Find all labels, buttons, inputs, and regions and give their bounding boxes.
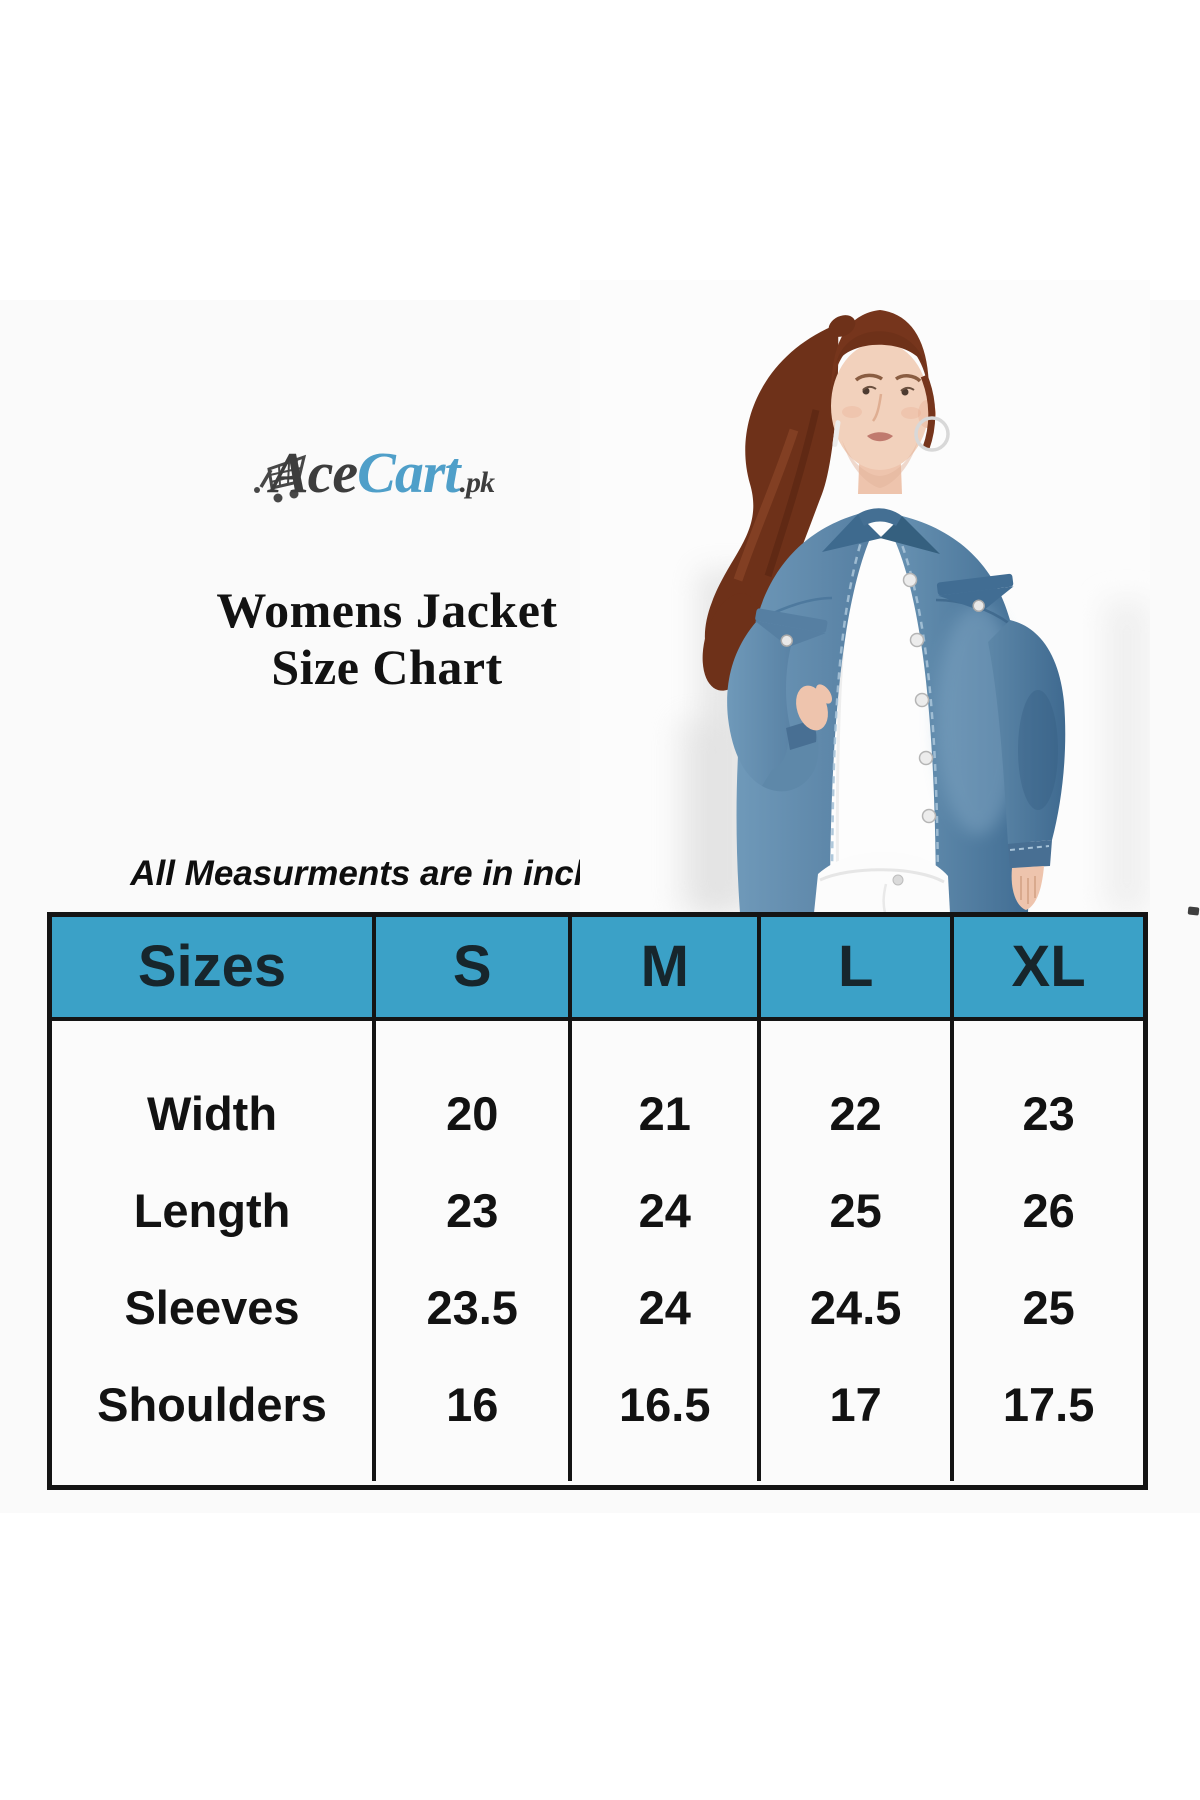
- size-chart-body: Width Length Sleeves Shoulders 20 23 23.…: [52, 1021, 1143, 1481]
- cell-sleeves-xl: 25: [1022, 1281, 1075, 1334]
- cell-sleeves-m: 24: [638, 1281, 691, 1334]
- cell-width-m: 21: [638, 1087, 691, 1140]
- header-cell-l: L: [761, 917, 955, 1017]
- cell-length-s: 23: [446, 1184, 499, 1237]
- column-s: 20 23 23.5 16: [376, 1021, 573, 1481]
- brand-domain: .pk: [459, 466, 495, 499]
- cell-width-l: 22: [829, 1087, 882, 1140]
- column-m: 21 24 24 16.5: [572, 1021, 762, 1481]
- brand-suffix: Cart: [357, 440, 460, 505]
- edge-artifact-dash: [1187, 906, 1200, 916]
- page-title-line-2: Size Chart: [271, 639, 503, 695]
- cell-sleeves-l: 24.5: [809, 1281, 902, 1334]
- model-photo: [580, 280, 1150, 913]
- measurement-units-note: All Measurments are in inches.: [130, 854, 644, 893]
- header-cell-xl: XL: [1011, 933, 1086, 999]
- labels-column: Width Length Sleeves Shoulders: [52, 1021, 377, 1481]
- page-title: Womens Jacket Size Chart: [45, 582, 729, 696]
- cell-shoulders-l: 17: [829, 1378, 882, 1431]
- row-label-width: Width: [146, 1087, 278, 1140]
- cell-shoulders-m: 16.5: [619, 1378, 711, 1431]
- size-chart-header-row: Sizes S M L XL: [52, 917, 1143, 1021]
- header-cell-sizes: Sizes: [52, 917, 377, 1017]
- header-cell-s: S: [376, 917, 573, 1017]
- brand-wordmark: AceCart.pk: [270, 438, 495, 518]
- column-xl: 23 26 25 17.5: [954, 1021, 1143, 1481]
- cell-sleeves-s: 23.5: [426, 1281, 518, 1334]
- size-chart-table: Sizes S M L XL Width Length Sleeves Shou…: [47, 912, 1148, 1490]
- page-title-line-1: Womens Jacket: [216, 582, 558, 638]
- column-l: 22 25 24.5 17: [761, 1021, 955, 1481]
- cell-length-m: 24: [638, 1184, 691, 1237]
- shopping-cart-icon: [254, 454, 307, 503]
- header-cell-m: M: [572, 917, 762, 1017]
- cell-length-l: 25: [829, 1184, 882, 1237]
- cell-width-xl: 23: [1022, 1087, 1075, 1140]
- row-label-shoulders: Shoulders: [97, 1378, 327, 1431]
- brand-prefix: Ace: [270, 440, 358, 505]
- cell-shoulders-s: 16: [446, 1378, 499, 1431]
- hoop-earring: [914, 416, 950, 452]
- row-label-sleeves: Sleeves: [124, 1281, 300, 1334]
- cell-width-s: 20: [446, 1087, 499, 1140]
- cell-length-xl: 26: [1022, 1184, 1075, 1237]
- row-label-length: Length: [133, 1184, 291, 1237]
- cell-shoulders-xl: 17.5: [1002, 1378, 1095, 1431]
